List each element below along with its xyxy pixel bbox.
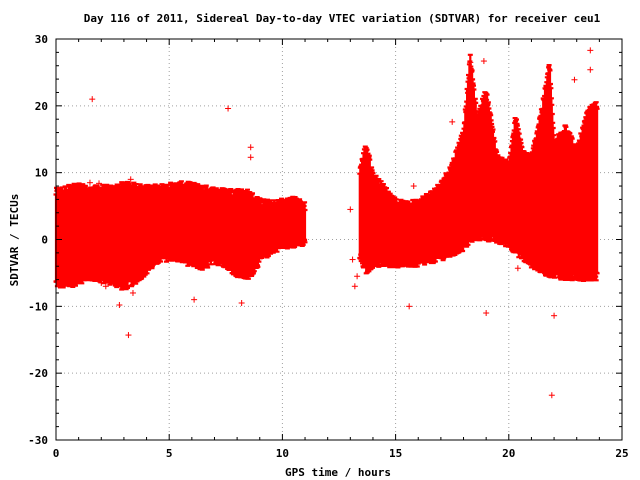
data-point bbox=[102, 283, 109, 290]
data-point bbox=[98, 279, 105, 286]
data-point bbox=[483, 310, 490, 317]
x-axis-label: GPS time / hours bbox=[285, 466, 391, 479]
x-tick-label: 5 bbox=[166, 447, 173, 460]
x-tick-label: 10 bbox=[276, 447, 289, 460]
data-point bbox=[191, 296, 198, 303]
data-point bbox=[406, 303, 413, 310]
data-point bbox=[349, 256, 356, 263]
x-tick-label: 0 bbox=[53, 447, 60, 460]
x-tick-label: 25 bbox=[615, 447, 628, 460]
y-tick-label: 10 bbox=[35, 167, 48, 180]
data-point bbox=[449, 118, 456, 125]
data-point bbox=[127, 176, 134, 183]
y-tick-label: -10 bbox=[28, 300, 48, 313]
x-tick-label: 15 bbox=[389, 447, 402, 460]
data-point bbox=[587, 47, 594, 54]
data-point bbox=[548, 392, 555, 399]
data-point bbox=[347, 206, 354, 213]
data-point bbox=[238, 299, 245, 306]
data-point bbox=[351, 283, 358, 290]
y-axis-label: SDTVAR / TECUs bbox=[8, 194, 21, 287]
data-point bbox=[129, 289, 136, 296]
data-point bbox=[480, 58, 487, 65]
data-point bbox=[571, 76, 578, 83]
data-point bbox=[86, 179, 93, 186]
data-point bbox=[587, 66, 594, 73]
data-point bbox=[225, 105, 232, 112]
data-point bbox=[247, 144, 254, 151]
chart-title: Day 116 of 2011, Sidereal Day-to-day VTE… bbox=[84, 12, 601, 25]
data-point bbox=[125, 332, 132, 339]
y-tick-label: -20 bbox=[28, 367, 48, 380]
data-point bbox=[514, 265, 521, 272]
y-tick-label: 30 bbox=[35, 33, 48, 46]
data-point bbox=[467, 59, 474, 66]
axis-ticks: 0 5 10 15 20 25 30 20 10 0 -10 -20 -30 bbox=[28, 33, 629, 460]
data-point bbox=[551, 312, 558, 319]
data-point bbox=[96, 180, 103, 187]
data-point bbox=[410, 183, 417, 190]
data-point bbox=[247, 154, 254, 161]
data-point bbox=[116, 301, 123, 308]
data-point bbox=[89, 96, 96, 103]
data-point bbox=[354, 273, 361, 280]
y-tick-label: 20 bbox=[35, 100, 48, 113]
y-tick-label: -30 bbox=[28, 434, 48, 447]
y-tick-label: 0 bbox=[41, 234, 48, 247]
x-tick-label: 20 bbox=[502, 447, 515, 460]
